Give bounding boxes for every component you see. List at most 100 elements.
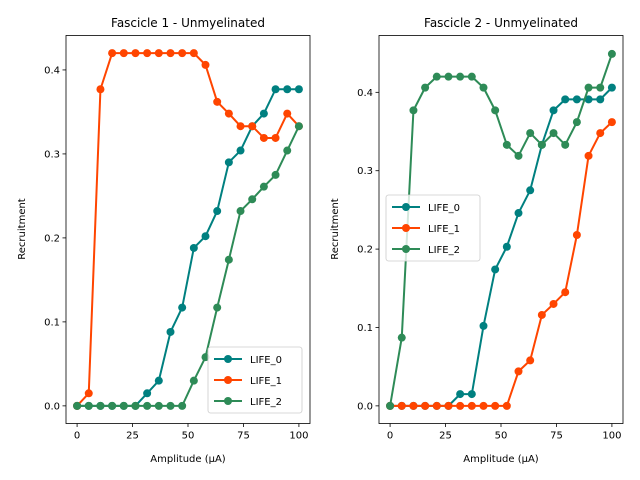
y-tick-label: 0.1 (44, 317, 60, 328)
data-point-life-0 (154, 376, 163, 385)
y-axis-title: Recruitment (17, 198, 28, 260)
x-axis-title: Amplitude (µA) (150, 454, 226, 465)
data-point-life-2 (537, 140, 546, 149)
x-tick-label: 0 (74, 431, 80, 442)
chart-title: Fascicle 1 - Unmyelinated (111, 16, 265, 30)
legend-label: LIFE_0 (250, 355, 282, 366)
data-point-life-1 (537, 310, 546, 319)
data-point-life-0 (143, 389, 152, 398)
data-point-life-1 (259, 133, 268, 142)
y-tick-label: 0.0 (357, 401, 373, 412)
data-point-life-1 (108, 49, 117, 58)
y-axis-title: Recruitment (330, 198, 341, 260)
legend-label: LIFE_1 (428, 224, 460, 235)
legend-label: LIFE_2 (428, 245, 460, 256)
data-point-life-2 (189, 376, 198, 385)
data-point-life-2 (596, 83, 605, 92)
data-point-life-2 (409, 106, 418, 115)
data-point-life-1 (561, 288, 570, 297)
data-point-life-1 (248, 122, 257, 131)
data-point-life-2 (84, 401, 93, 410)
data-point-life-2 (73, 401, 82, 410)
data-point-life-0 (549, 106, 558, 115)
data-point-life-1 (236, 122, 245, 131)
legend-box (385, 194, 481, 262)
x-tick-label: 100 (602, 431, 621, 442)
data-point-life-0 (259, 109, 268, 118)
x-tick-label: 50 (495, 431, 508, 442)
data-point-life-0 (178, 303, 187, 312)
data-point-life-1 (271, 133, 280, 142)
data-point-life-1 (397, 401, 406, 410)
data-point-life-0 (283, 85, 292, 94)
legend-swatch-marker (224, 397, 232, 405)
data-point-life-2 (561, 140, 570, 149)
data-point-life-2 (479, 83, 488, 92)
data-point-life-0 (166, 327, 175, 336)
data-point-life-2 (213, 303, 222, 312)
data-point-life-2 (119, 401, 128, 410)
legend-entry-life-0: LIFE_0 (392, 203, 460, 214)
data-point-life-1 (607, 118, 616, 127)
data-point-life-1 (444, 401, 453, 410)
legend-entry-life-1: LIFE_1 (392, 224, 460, 235)
data-point-life-1 (514, 367, 523, 376)
data-point-life-1 (572, 230, 581, 239)
data-point-life-1 (491, 401, 500, 410)
data-point-life-2 (584, 83, 593, 92)
legend-swatch-marker (224, 355, 232, 363)
data-point-life-0 (271, 85, 280, 94)
data-point-life-1 (131, 49, 140, 58)
data-point-life-2 (607, 49, 616, 58)
chart-title: Fascicle 2 - Unmyelinated (424, 16, 578, 30)
data-point-life-2 (491, 106, 500, 115)
data-point-life-0 (467, 390, 476, 399)
legend-swatch-marker (402, 203, 410, 211)
data-point-life-0 (491, 265, 500, 274)
data-point-life-2 (386, 401, 395, 410)
data-point-life-1 (409, 401, 418, 410)
x-tick-label: 75 (550, 431, 563, 442)
data-point-life-2 (294, 122, 303, 131)
data-point-life-1 (467, 401, 476, 410)
legend-label: LIFE_2 (250, 397, 282, 408)
data-point-life-2 (467, 72, 476, 81)
data-point-life-1 (421, 401, 430, 410)
y-tick-label: 0.0 (44, 401, 60, 412)
data-point-life-2 (154, 401, 163, 410)
x-axis-title: Amplitude (µA) (463, 454, 539, 465)
data-point-life-0 (607, 83, 616, 92)
chart-panel-fascicle-1: Fascicle 1 - Unmyelinated 0 25 50 75 1000.00… (17, 16, 311, 465)
data-point-life-0 (479, 321, 488, 330)
data-point-life-1 (549, 299, 558, 308)
data-point-life-2 (397, 333, 406, 342)
data-point-life-1 (84, 389, 93, 398)
data-point-life-1 (201, 60, 210, 69)
plot-frame (65, 35, 311, 424)
data-point-life-1 (213, 97, 222, 106)
x-tick-label: 75 (237, 431, 250, 442)
data-point-life-0 (456, 390, 465, 399)
data-point-life-1 (178, 49, 187, 58)
x-tick-label: 50 (182, 431, 195, 442)
data-point-life-1 (224, 109, 233, 118)
data-point-life-0 (526, 186, 535, 195)
data-point-life-2 (526, 129, 535, 138)
y-tick-label: 0.1 (357, 323, 373, 334)
data-point-life-0 (572, 95, 581, 104)
data-point-life-2 (248, 195, 257, 204)
data-point-life-1 (432, 401, 441, 410)
legend-entry-life-2: LIFE_2 (392, 245, 460, 256)
data-point-life-2 (236, 207, 245, 216)
data-point-life-2 (143, 401, 152, 410)
data-point-life-2 (456, 72, 465, 81)
y-tick-label: 0.2 (357, 245, 373, 256)
x-tick-label: 0 (387, 431, 393, 442)
data-point-life-1 (283, 109, 292, 118)
data-point-life-1 (584, 151, 593, 160)
data-point-life-1 (456, 401, 465, 410)
y-tick-label: 0.3 (44, 149, 60, 160)
data-point-life-0 (189, 243, 198, 252)
series-life-2 (73, 122, 303, 410)
